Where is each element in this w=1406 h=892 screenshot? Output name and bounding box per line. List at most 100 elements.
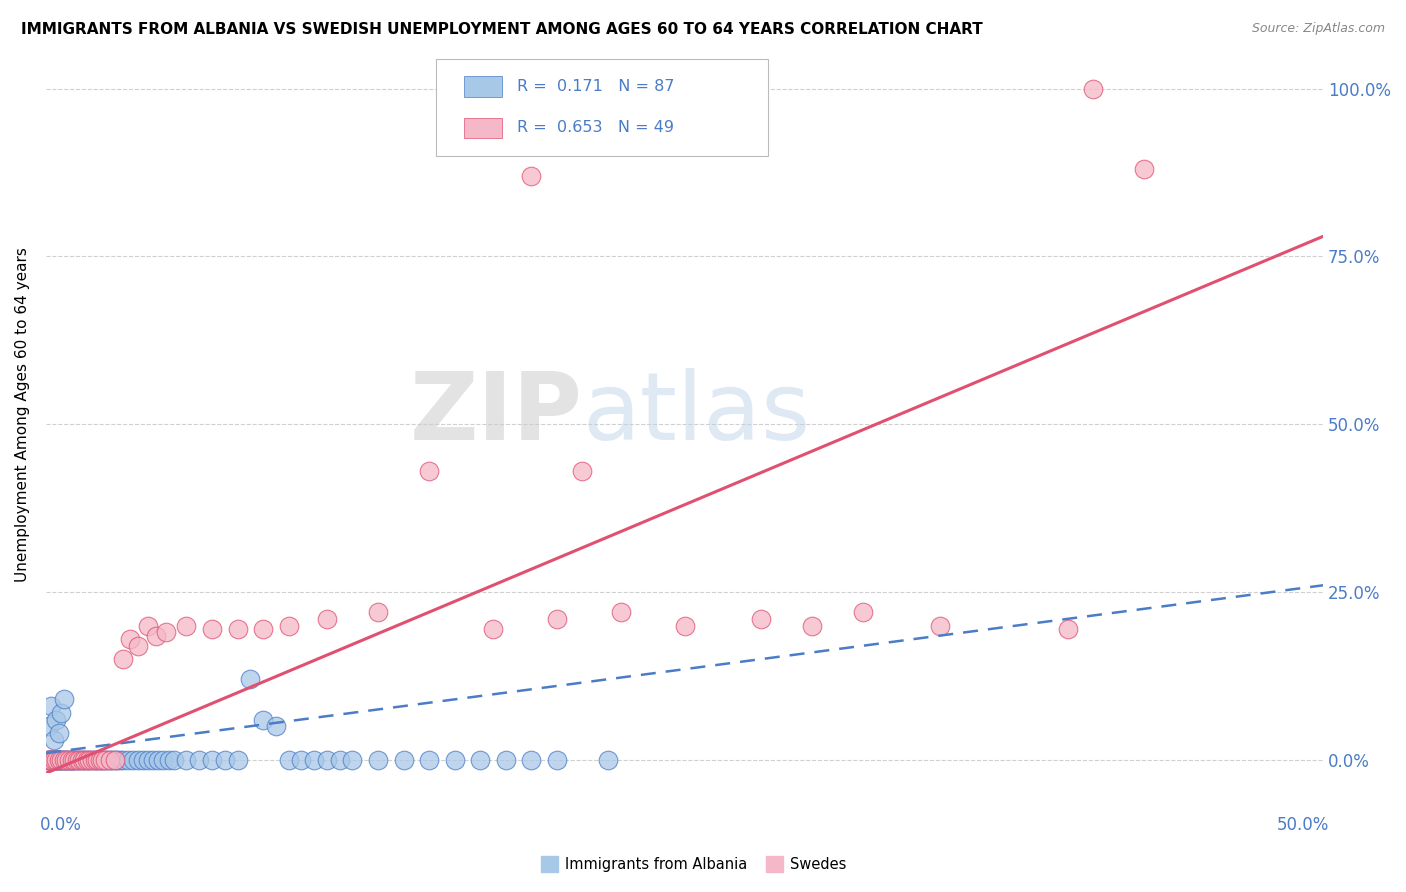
Point xyxy=(148,753,170,767)
Point xyxy=(60,753,83,767)
Point xyxy=(96,753,118,767)
Point xyxy=(127,639,149,653)
Point xyxy=(120,632,142,646)
Point xyxy=(73,753,96,767)
Point xyxy=(418,753,440,767)
Point xyxy=(39,753,62,767)
Point xyxy=(252,713,274,727)
Point xyxy=(239,672,262,686)
Point xyxy=(80,753,103,767)
Point xyxy=(86,753,108,767)
Point xyxy=(38,753,60,767)
Point xyxy=(89,753,111,767)
Point xyxy=(214,753,236,767)
Point xyxy=(107,753,129,767)
Text: R =  0.171   N = 87: R = 0.171 N = 87 xyxy=(517,79,675,94)
Point xyxy=(38,753,60,767)
Point xyxy=(42,753,65,767)
Point xyxy=(252,622,274,636)
Point xyxy=(136,753,159,767)
Point xyxy=(67,753,90,767)
Point xyxy=(42,753,65,767)
Point xyxy=(45,753,67,767)
Point xyxy=(52,753,75,767)
Point xyxy=(277,753,299,767)
Point xyxy=(91,753,114,767)
Point xyxy=(520,753,543,767)
Point xyxy=(55,753,77,767)
Point xyxy=(39,753,62,767)
Point xyxy=(176,753,198,767)
Point xyxy=(93,753,115,767)
Point xyxy=(55,753,77,767)
Point xyxy=(73,753,96,767)
FancyBboxPatch shape xyxy=(464,76,502,97)
Point xyxy=(101,753,124,767)
Point xyxy=(104,753,127,767)
Point xyxy=(104,753,127,767)
Point xyxy=(67,753,90,767)
Point xyxy=(176,618,198,632)
Point xyxy=(45,753,67,767)
Point xyxy=(83,753,105,767)
Point xyxy=(443,753,465,767)
Point xyxy=(38,753,60,767)
Point xyxy=(201,622,224,636)
Point xyxy=(609,605,631,619)
Point xyxy=(52,753,75,767)
Point xyxy=(329,753,352,767)
Point xyxy=(80,753,103,767)
Point xyxy=(48,753,70,767)
Point xyxy=(79,753,101,767)
Point xyxy=(76,753,98,767)
Point xyxy=(48,753,70,767)
Point xyxy=(226,622,249,636)
Point xyxy=(277,618,299,632)
Point xyxy=(60,753,83,767)
Point xyxy=(226,753,249,767)
Point xyxy=(51,706,73,720)
Point xyxy=(45,713,67,727)
Text: atlas: atlas xyxy=(582,368,811,460)
Point xyxy=(596,753,619,767)
Point xyxy=(45,753,67,767)
Point xyxy=(367,753,389,767)
Text: IMMIGRANTS FROM ALBANIA VS SWEDISH UNEMPLOYMENT AMONG AGES 60 TO 64 YEARS CORREL: IMMIGRANTS FROM ALBANIA VS SWEDISH UNEMP… xyxy=(21,22,983,37)
Point xyxy=(83,753,105,767)
Point xyxy=(482,622,505,636)
Point xyxy=(65,753,87,767)
Point xyxy=(1083,81,1105,95)
Point xyxy=(418,464,440,478)
Point xyxy=(749,612,772,626)
Point xyxy=(546,753,568,767)
Point xyxy=(63,753,86,767)
Point xyxy=(108,753,131,767)
Point xyxy=(188,753,211,767)
Point xyxy=(142,753,165,767)
Point xyxy=(39,753,62,767)
Point xyxy=(89,753,111,767)
Point xyxy=(39,699,62,714)
Point xyxy=(58,753,80,767)
Point xyxy=(155,625,177,640)
Point xyxy=(48,753,70,767)
Point xyxy=(86,753,108,767)
Point xyxy=(342,753,364,767)
Point xyxy=(65,753,87,767)
Point xyxy=(45,753,67,767)
Point xyxy=(145,629,167,643)
Point xyxy=(111,753,134,767)
Point xyxy=(38,719,60,733)
Text: Source: ZipAtlas.com: Source: ZipAtlas.com xyxy=(1251,22,1385,36)
Point xyxy=(571,464,593,478)
Point xyxy=(152,753,174,767)
Point xyxy=(51,753,73,767)
Point xyxy=(76,753,98,767)
Point xyxy=(127,753,149,767)
Point xyxy=(60,753,83,767)
Point xyxy=(121,753,143,767)
Point xyxy=(79,753,101,767)
Point xyxy=(55,753,77,767)
Point xyxy=(929,618,952,632)
Point xyxy=(264,719,287,733)
